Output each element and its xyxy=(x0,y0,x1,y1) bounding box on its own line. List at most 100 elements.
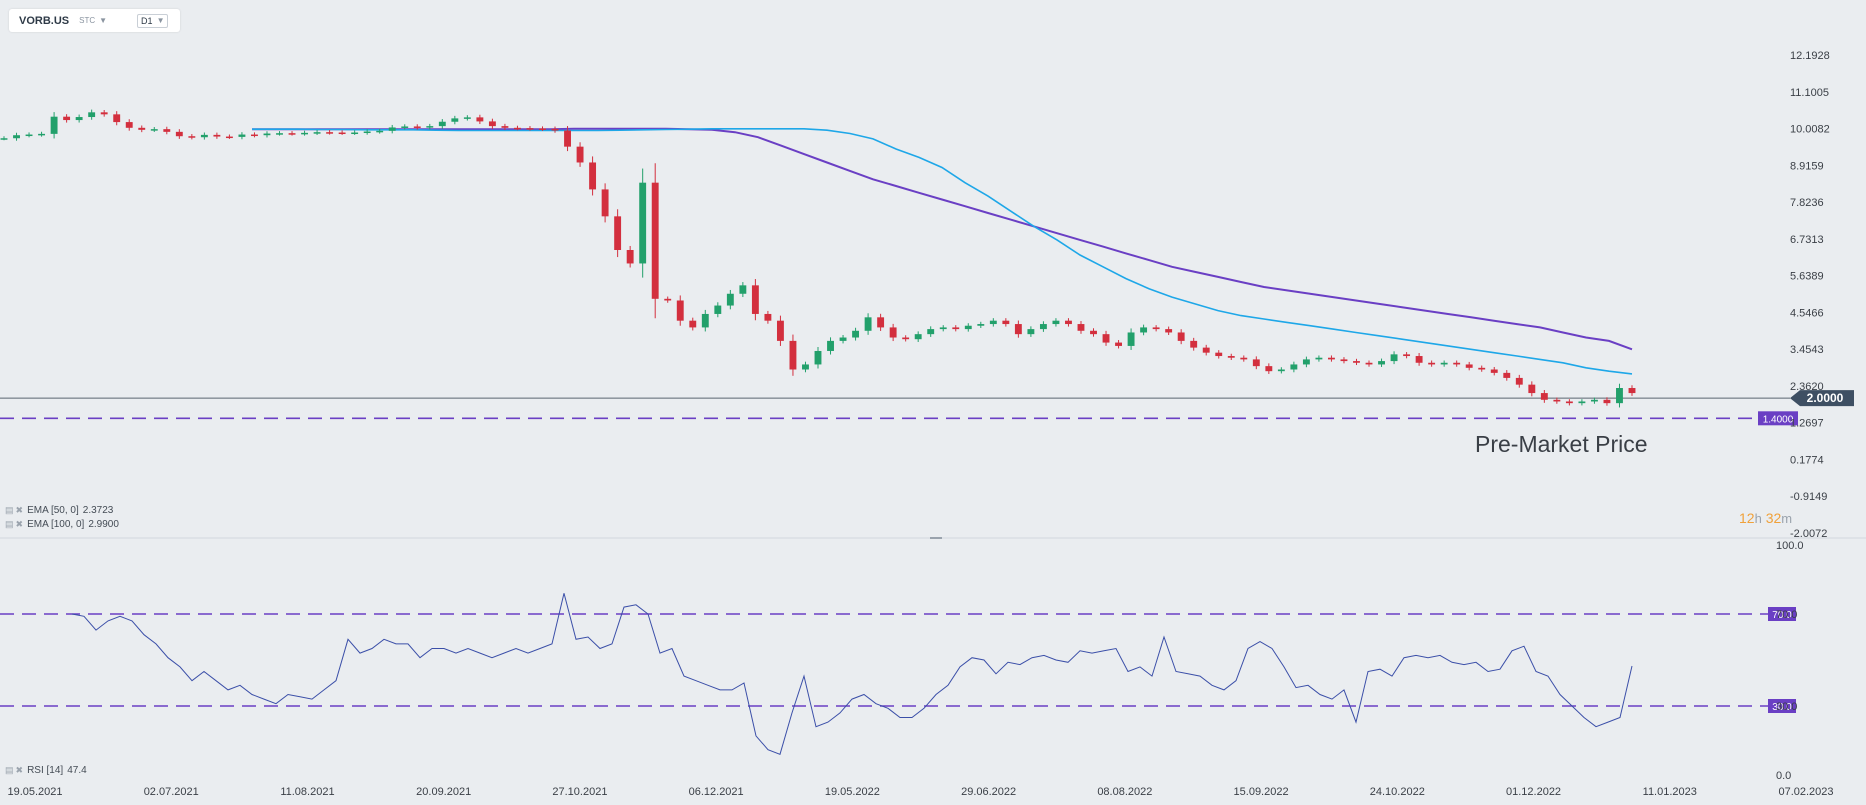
candle xyxy=(739,282,747,298)
candle xyxy=(576,142,584,167)
symbol-name[interactable]: VORB.US xyxy=(19,14,70,27)
rsi-label: RSI [14] xyxy=(27,765,64,776)
candle xyxy=(1340,357,1348,364)
panel-resize-handle[interactable] xyxy=(930,537,942,539)
candle xyxy=(125,119,133,131)
symbol-toolbar: VORB.US STC ▼ D1 ▼ xyxy=(9,9,180,32)
candle xyxy=(626,245,634,268)
candle xyxy=(1102,330,1110,346)
rsi-tick-label: 70.0 xyxy=(1776,609,1797,621)
candle xyxy=(1328,355,1335,362)
candle xyxy=(388,124,396,134)
candle xyxy=(776,315,784,346)
candle xyxy=(1490,366,1498,376)
candle xyxy=(1540,390,1548,403)
pre-market-annotation: Pre-Market Price xyxy=(1475,431,1648,457)
candle xyxy=(1065,318,1072,327)
candle xyxy=(751,279,759,321)
candle xyxy=(701,309,709,332)
price-tick-label: 1.2697 xyxy=(1790,418,1824,430)
level-lines: 1.4000 2.0000 xyxy=(0,390,1854,426)
candle xyxy=(1002,318,1010,327)
candle xyxy=(38,131,46,137)
date-tick-label: 11.01.2023 xyxy=(1643,786,1697,798)
candle xyxy=(1215,350,1223,359)
current-price-tag xyxy=(1790,390,1854,407)
candle xyxy=(676,295,684,326)
level-tag-label: 1.4000 xyxy=(1763,414,1794,425)
candle xyxy=(689,317,697,331)
price-tick-label: -0.9149 xyxy=(1790,491,1827,503)
timeframe-select[interactable]: D1 ▼ xyxy=(137,13,169,28)
candle xyxy=(1127,328,1135,350)
close-icon[interactable]: ✖ xyxy=(15,505,24,515)
date-tick-label: 15.09.2022 xyxy=(1234,786,1289,798)
candle xyxy=(1390,351,1398,365)
settings-icon[interactable]: ▤ xyxy=(5,505,14,515)
candle xyxy=(313,130,321,135)
countdown-minutes: 32 xyxy=(1765,510,1782,526)
candle xyxy=(1553,397,1561,404)
candle xyxy=(88,109,96,120)
candle xyxy=(789,334,797,376)
candle xyxy=(476,114,484,125)
close-icon[interactable]: ✖ xyxy=(15,765,24,775)
candle xyxy=(200,132,208,140)
candle xyxy=(63,114,71,123)
price-tick-label: 7.8236 xyxy=(1790,197,1824,209)
candle xyxy=(1428,360,1436,367)
candle xyxy=(13,132,20,141)
close-icon[interactable]: ✖ xyxy=(15,519,24,529)
instrument-type: STC xyxy=(79,16,96,25)
candle xyxy=(463,115,471,121)
candle xyxy=(238,132,246,140)
candle xyxy=(75,114,83,123)
candle xyxy=(539,126,546,131)
candle xyxy=(1528,381,1536,397)
rsi-tick-label: 30.0 xyxy=(1776,701,1797,713)
price-tick-label: 10.0082 xyxy=(1790,124,1830,136)
candle xyxy=(852,327,860,341)
candle xyxy=(288,131,296,136)
countdown-hours: 12 xyxy=(1739,510,1755,526)
price-tick-label: -2.0072 xyxy=(1790,528,1827,540)
rsi-tick-label: 0.0 xyxy=(1776,770,1791,782)
candle xyxy=(25,132,33,138)
candle xyxy=(1515,374,1523,388)
candle xyxy=(1415,353,1423,366)
settings-icon[interactable]: ▤ xyxy=(5,519,14,529)
candle xyxy=(1378,358,1385,367)
candle xyxy=(1077,321,1085,334)
price-tick-label: 11.1005 xyxy=(1790,87,1829,99)
date-tick-label: 19.05.2022 xyxy=(825,786,880,798)
date-tick-label: 06.12.2021 xyxy=(689,786,744,798)
date-tick-label: 02.07.2021 xyxy=(144,786,199,798)
chevron-down-icon[interactable]: ▼ xyxy=(99,16,108,25)
price-tick-label: 6.7313 xyxy=(1790,234,1824,246)
candle xyxy=(526,126,534,131)
rsi-level-tag-label: 70.0 xyxy=(1772,610,1792,621)
candle xyxy=(1190,337,1198,351)
settings-icon[interactable]: ▤ xyxy=(5,765,14,775)
price-tick-label: 3.4543 xyxy=(1790,344,1824,356)
timeframe-value: D1 xyxy=(141,15,153,26)
candle xyxy=(1503,370,1511,381)
candle xyxy=(1090,328,1097,337)
ema100-line xyxy=(252,127,1633,351)
candle xyxy=(451,115,459,125)
candle xyxy=(1440,360,1448,367)
candle xyxy=(1603,397,1611,406)
candle xyxy=(251,132,258,138)
candle xyxy=(1039,321,1047,332)
candle xyxy=(188,134,196,140)
candle xyxy=(1403,352,1411,359)
candle-countdown: 12h 32m xyxy=(1739,510,1792,526)
candle xyxy=(225,134,233,139)
date-tick-label: 11.08.2021 xyxy=(280,786,334,798)
candle xyxy=(50,112,58,139)
rsi-tick-label: 100.0 xyxy=(1776,540,1804,552)
candle xyxy=(1315,355,1323,362)
candle xyxy=(1565,399,1573,406)
ema50-line xyxy=(252,128,1633,375)
